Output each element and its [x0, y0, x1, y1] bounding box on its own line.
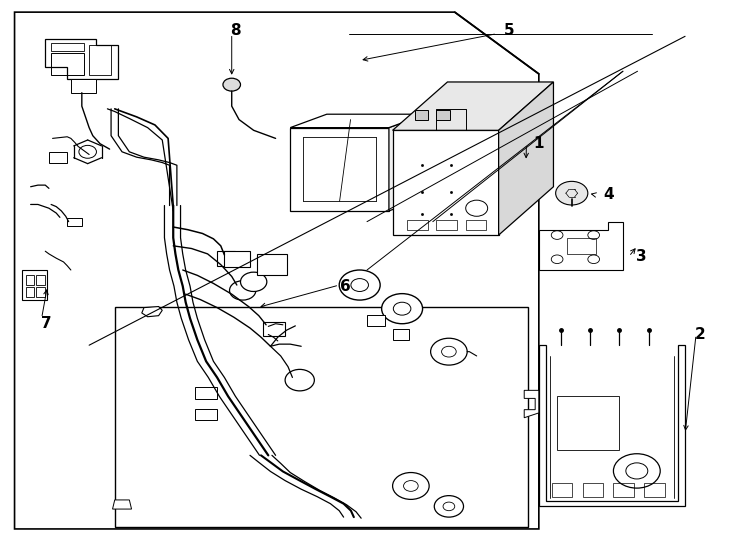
Bar — [557, 396, 619, 450]
Bar — [393, 329, 409, 340]
Text: 5: 5 — [504, 23, 515, 38]
Bar — [26, 287, 34, 297]
Bar — [51, 43, 84, 51]
Text: 7: 7 — [41, 316, 52, 331]
Circle shape — [230, 281, 256, 300]
Polygon shape — [258, 254, 286, 275]
Circle shape — [626, 463, 648, 479]
Polygon shape — [46, 39, 118, 79]
Bar — [437, 110, 450, 119]
Polygon shape — [539, 221, 623, 270]
Circle shape — [393, 472, 429, 500]
Bar — [115, 307, 528, 527]
Bar — [367, 315, 385, 326]
Text: 4: 4 — [603, 187, 614, 202]
Bar — [644, 483, 664, 497]
Circle shape — [241, 272, 267, 292]
Circle shape — [556, 181, 588, 205]
Bar — [415, 110, 428, 119]
Bar — [552, 483, 573, 497]
Text: 1: 1 — [534, 136, 544, 151]
Circle shape — [431, 338, 467, 365]
Circle shape — [382, 294, 423, 323]
Bar — [195, 387, 217, 399]
Text: 2: 2 — [694, 327, 705, 342]
Bar — [614, 483, 634, 497]
Circle shape — [285, 369, 314, 391]
Polygon shape — [22, 270, 48, 300]
Bar — [26, 275, 34, 285]
Polygon shape — [217, 251, 236, 266]
Bar — [437, 220, 457, 229]
Bar — [465, 220, 486, 229]
Circle shape — [223, 78, 241, 91]
Bar — [583, 483, 603, 497]
Bar — [49, 152, 68, 163]
Bar — [407, 220, 428, 229]
Polygon shape — [539, 345, 685, 507]
Circle shape — [435, 496, 464, 517]
Polygon shape — [290, 114, 426, 127]
Polygon shape — [498, 82, 553, 235]
Polygon shape — [112, 500, 131, 509]
Circle shape — [339, 270, 380, 300]
Bar — [68, 218, 81, 226]
Polygon shape — [142, 307, 162, 317]
Polygon shape — [225, 251, 250, 267]
Circle shape — [614, 454, 660, 488]
Polygon shape — [290, 127, 389, 211]
Bar — [195, 409, 217, 421]
Bar — [37, 287, 46, 297]
Bar — [264, 322, 285, 335]
Bar — [89, 45, 111, 75]
Text: 8: 8 — [230, 23, 241, 38]
Bar — [567, 238, 596, 254]
Text: 3: 3 — [636, 249, 647, 264]
Polygon shape — [393, 82, 553, 130]
Bar — [51, 53, 84, 75]
Polygon shape — [71, 79, 96, 93]
Text: 6: 6 — [340, 279, 350, 294]
Polygon shape — [393, 130, 498, 235]
Bar — [37, 275, 46, 285]
Polygon shape — [524, 390, 539, 418]
Polygon shape — [389, 114, 426, 211]
